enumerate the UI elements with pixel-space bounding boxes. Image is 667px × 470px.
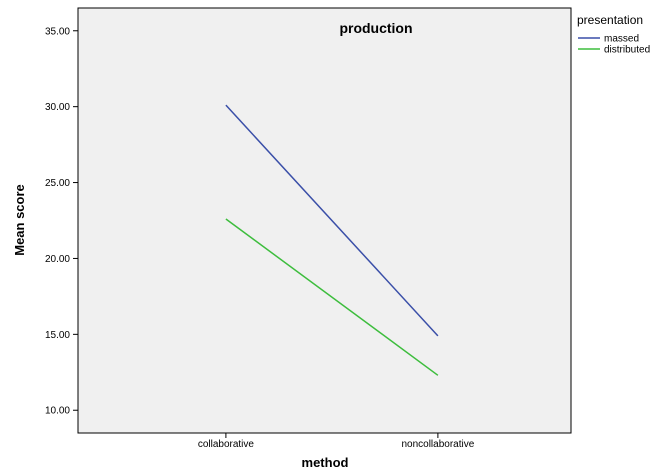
y-tick-label: 30.00 xyxy=(45,102,70,113)
y-axis-title: Mean score xyxy=(12,184,27,256)
legend-label-massed: massed xyxy=(604,34,639,45)
chart-title: production xyxy=(339,20,412,36)
y-tick-label: 20.00 xyxy=(45,254,70,265)
x-axis-ticks: collaborative noncollaborative xyxy=(198,433,475,450)
x-tick-label: noncollaborative xyxy=(401,439,474,450)
x-axis-title: method xyxy=(302,455,349,470)
series-line-massed xyxy=(225,104,439,337)
series-lines xyxy=(225,104,439,376)
series-line-distributed xyxy=(225,218,439,376)
y-axis-ticks: 10.00 15.00 20.00 25.00 30.00 35.00 xyxy=(45,26,78,417)
y-tick-label: 25.00 xyxy=(45,178,70,189)
y-tick-label: 35.00 xyxy=(45,26,70,37)
x-tick-label: collaborative xyxy=(198,439,255,450)
legend-title: presentation xyxy=(577,13,643,27)
y-tick-label: 15.00 xyxy=(45,330,70,341)
y-tick-label: 10.00 xyxy=(45,406,70,417)
legend-label-distributed: distributed xyxy=(604,45,650,56)
plot-area xyxy=(77,7,572,434)
